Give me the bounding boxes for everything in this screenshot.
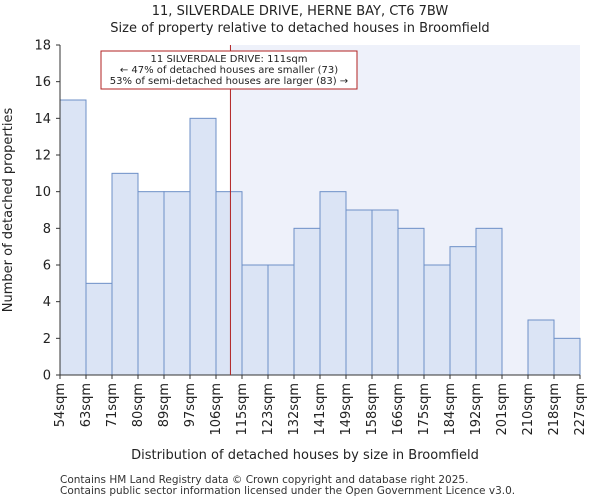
bar-97sqm (189, 117, 217, 376)
bar-54sqm (59, 99, 87, 376)
chart-title: 11, SILVERDALE DRIVE, HERNE BAY, CT6 7BW (151, 4, 449, 19)
y-tick-label: 2 (43, 332, 51, 347)
x-tick-label: 184sqm (443, 383, 458, 436)
bar-141sqm (319, 191, 347, 376)
bar-80sqm (137, 191, 165, 376)
x-axis-title: Distribution of detached houses by size … (131, 448, 479, 463)
x-tick-label: 218sqm (547, 383, 562, 436)
x-tick-label: 80sqm (131, 383, 146, 427)
x-tick-label: 227sqm (573, 383, 588, 436)
y-tick-label: 4 (43, 295, 51, 310)
x-tick-label: 166sqm (391, 383, 406, 436)
bar-158sqm (371, 209, 399, 376)
footer-copyright: Contains HM Land Registry data © Crown c… (60, 474, 469, 486)
bar-106sqm (215, 191, 243, 376)
annotation-box (100, 50, 358, 90)
annotation-line-3: 53% of semi-detached houses are larger (… (110, 76, 348, 87)
x-tick-label: 175sqm (417, 383, 432, 436)
y-axis-title: Number of detached properties (1, 108, 16, 313)
footer-licence: Contains public sector information licen… (60, 485, 516, 497)
y-tick-label: 0 (43, 369, 51, 384)
y-tick-label: 12 (34, 149, 51, 164)
x-tick-label: 89sqm (157, 383, 172, 427)
y-tick-label: 10 (34, 185, 51, 200)
x-tick-label: 201sqm (495, 383, 510, 436)
bar-115sqm (241, 264, 269, 376)
bar-63sqm (85, 282, 113, 376)
x-tick-label: 54sqm (53, 383, 68, 427)
x-tick-label: 192sqm (469, 383, 484, 436)
bar-175sqm (423, 264, 451, 376)
annotation-line-1: 11 SILVERDALE DRIVE: 111sqm (151, 54, 308, 65)
x-tick-label: 149sqm (339, 383, 354, 436)
bar-192sqm (475, 227, 503, 376)
x-tick-label: 210sqm (521, 383, 536, 436)
bar-71sqm (111, 172, 139, 376)
x-tick-label: 106sqm (209, 383, 224, 436)
bar-184sqm (449, 246, 477, 376)
bar-149sqm (345, 209, 373, 376)
x-tick-label: 141sqm (313, 383, 328, 436)
bar-210sqm (527, 319, 555, 376)
x-tick-label: 123sqm (261, 383, 276, 436)
chart-subtitle: Size of property relative to detached ho… (110, 21, 490, 36)
x-tick-label: 71sqm (105, 383, 120, 427)
x-tick-label: 132sqm (287, 383, 302, 436)
x-tick-label: 97sqm (183, 383, 198, 427)
bar-123sqm (267, 264, 295, 376)
bar-132sqm (293, 227, 321, 376)
bar-166sqm (397, 227, 425, 376)
x-tick-label: 115sqm (235, 383, 250, 436)
y-tick-label: 14 (34, 112, 51, 127)
y-tick-label: 6 (43, 259, 51, 274)
x-tick-label: 158sqm (365, 383, 380, 436)
x-tick-label: 63sqm (79, 383, 94, 427)
annotation-line-2: ← 47% of detached houses are smaller (73… (120, 65, 338, 76)
bar-218sqm (553, 337, 581, 376)
bar-89sqm (163, 191, 191, 376)
y-tick-label: 18 (34, 39, 51, 54)
y-tick-label: 8 (43, 222, 51, 237)
y-tick-label: 16 (34, 75, 51, 90)
